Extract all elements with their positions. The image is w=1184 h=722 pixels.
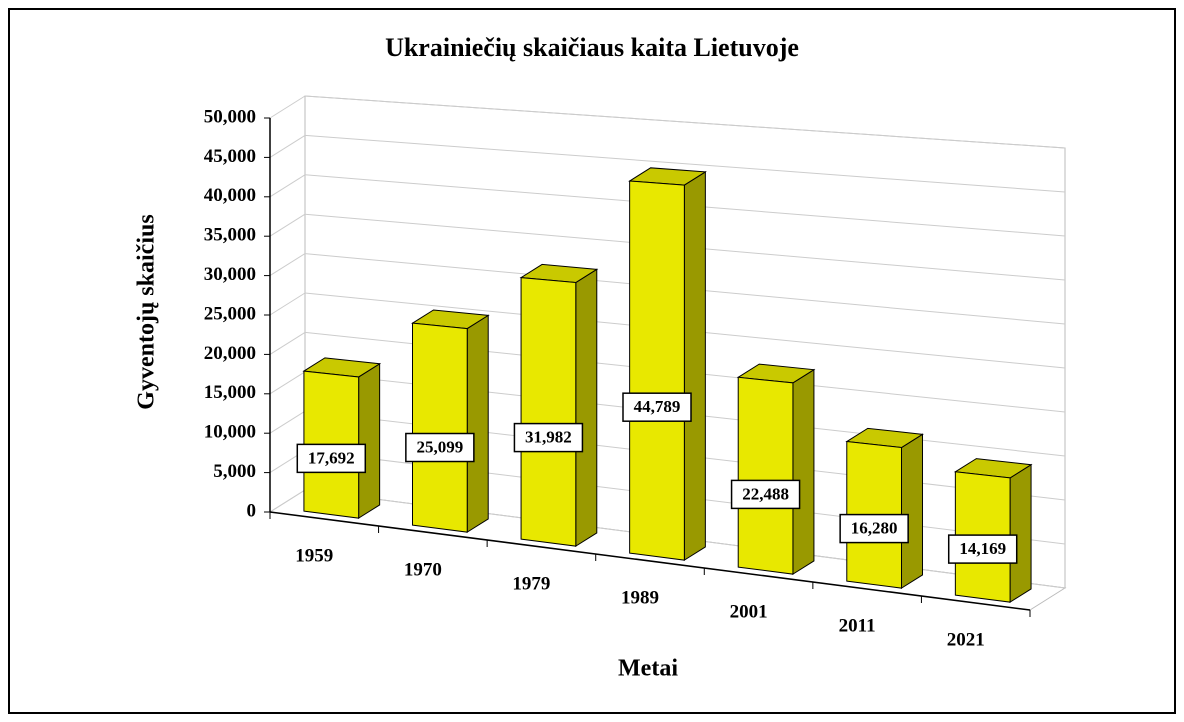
y-tick-label: 40,000: [204, 185, 256, 206]
value-label-box: [730, 479, 801, 510]
value-label-box: [622, 392, 692, 422]
value-label: 14,169: [959, 539, 1006, 558]
value-label: 25,099: [416, 437, 463, 456]
bar-side: [358, 362, 381, 520]
bar-side: [575, 268, 598, 548]
side-grid-line: [269, 331, 306, 355]
y-tick-label: 30,000: [204, 264, 256, 285]
x-tick-label: 1959: [295, 545, 333, 566]
bar-side: [792, 368, 815, 576]
x-axis-title: Metai: [618, 656, 678, 682]
value-label-box: [296, 443, 367, 474]
x-tick-label: 2001: [730, 601, 768, 622]
bar-side: [901, 433, 924, 590]
bar: [629, 180, 685, 561]
grid-line: [304, 95, 1066, 149]
y-tick-label: 50,000: [204, 106, 256, 127]
x-axis: [269, 511, 1031, 611]
y-tick-label: 0: [247, 500, 257, 521]
y-tick-label: 15,000: [204, 382, 256, 403]
chart-title: Ukrainiečių skaičiaus kaita Lietuvoje: [385, 33, 799, 62]
y-tick-label: 20,000: [204, 343, 256, 364]
value-label-box: [405, 432, 475, 463]
x-tick-label: 2021: [947, 629, 985, 650]
value-label-box: [947, 534, 1018, 564]
value-label: 17,692: [308, 448, 355, 467]
side-grid-line: [269, 292, 306, 316]
y-tick-label: 10,000: [204, 422, 256, 443]
x-tick-label: 1989: [621, 587, 659, 608]
side-grid-line: [269, 410, 306, 434]
bar: [520, 277, 577, 547]
value-label: 22,488: [742, 484, 789, 503]
y-tick-label: 45,000: [204, 146, 256, 167]
side-grid-line: [269, 174, 306, 198]
y-tick-label: 35,000: [204, 225, 256, 246]
side-grid-line: [269, 489, 306, 513]
value-label: 16,280: [851, 518, 898, 537]
side-grid-line: [269, 95, 306, 119]
bar: [737, 376, 794, 575]
bar-side: [1009, 463, 1032, 604]
grid-line: [304, 134, 1066, 193]
x-tick-label: 1970: [404, 559, 442, 580]
x-tick-label: 2011: [839, 615, 876, 636]
bar-side: [466, 314, 489, 534]
side-grid-line: [269, 213, 306, 237]
bar: [411, 322, 468, 533]
value-label-box: [839, 513, 909, 544]
y-tick-label: 5,000: [213, 461, 256, 482]
side-grid-line: [269, 134, 306, 158]
value-label-box: [513, 422, 584, 453]
value-label: 44,789: [634, 397, 681, 416]
side-grid-line: [269, 253, 306, 277]
value-label: 31,982: [525, 427, 572, 446]
y-tick-label: 25,000: [204, 303, 256, 324]
bar-side: [683, 170, 706, 562]
x-tick-label: 1979: [512, 573, 550, 594]
y-axis-title: Gyventojų skaičius: [134, 214, 160, 409]
side-grid-line: [269, 371, 306, 395]
